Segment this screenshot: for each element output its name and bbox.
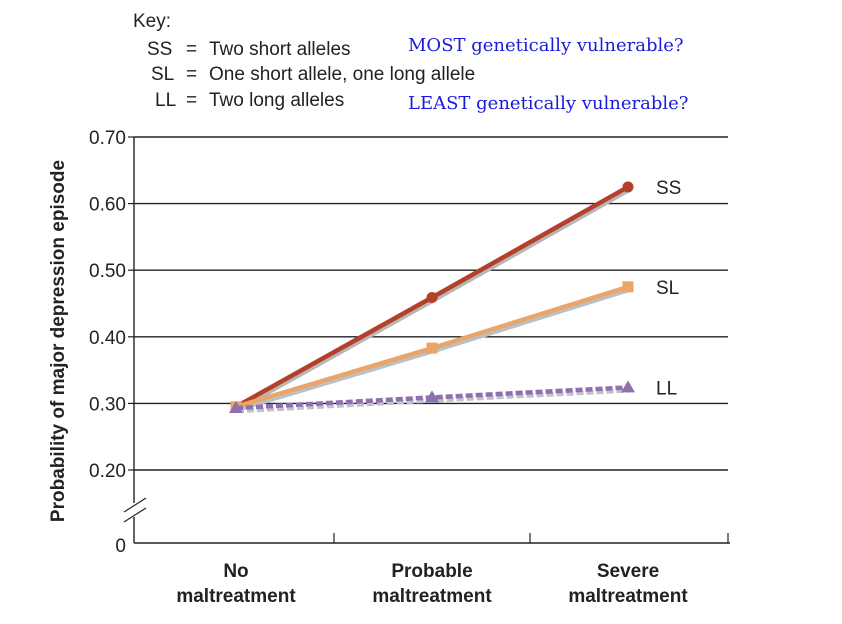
annotation-most-vulnerable: MOST genetically vulnerable? [408,35,684,56]
x-category-label-line1: No [223,561,248,582]
y-tick-label: 0.30 [89,394,126,415]
series-label-ll: LL [656,378,677,399]
key-code-ss: SS [147,39,172,60]
key-entry-ll: LL = Two long alleles [155,90,344,111]
y-tick-label-zero: 0 [115,536,126,557]
x-category-labels: No maltreatment Probable maltreatment Severe… [176,561,688,607]
key-entry-sl: SL = One short allele, one long allele [151,64,475,85]
key-sep-ll: = [186,90,197,111]
data-point-sl [622,281,634,293]
key-sep-ss: = [186,39,197,60]
axes [123,136,730,544]
data-point-ss [622,181,634,193]
key-sep-sl: = [186,64,197,85]
key-title: Key: [133,11,171,32]
data-point-ss [426,292,438,304]
key-desc-ll: Two long alleles [209,90,344,111]
data-point-ll [621,380,635,393]
series-label-sl: SL [656,278,679,299]
key-desc-sl: One short allele, one long allele [209,64,475,85]
annotation-least-vulnerable: LEAST genetically vulnerable? [408,93,688,114]
series-label-ss: SS [656,178,681,199]
x-category-label-line2: maltreatment [176,586,296,607]
series-ll: LL [229,378,677,414]
key-entry-ss: SS = Two short alleles [147,39,351,60]
y-tick-label: 0.70 [89,128,126,149]
key-desc-ss: Two short alleles [209,39,351,60]
key-code-sl: SL [151,64,174,85]
x-category-label-line2: maltreatment [568,586,688,607]
key-code-ll: LL [155,90,176,111]
axis-break-mark [123,507,147,523]
data-point-ll [229,401,243,414]
y-tick-label: 0.50 [89,261,126,282]
y-tick-label: 0.40 [89,328,126,349]
y-tick-label: 0.20 [89,461,126,482]
y-axis-label: Probability of major depression episode [48,160,69,522]
y-tick-labels: 0.70 0.60 0.50 0.40 0.30 0.20 0 [89,128,126,557]
data-series: SS SL LL [229,178,681,414]
x-category-label-line2: maltreatment [372,586,492,607]
x-category-label-line1: Severe [597,561,659,582]
x-category-label-line1: Probable [391,561,472,582]
axis-break-mark [123,497,147,513]
data-point-sl [426,342,438,354]
data-point-ll [425,390,439,403]
y-tick-label: 0.60 [89,195,126,216]
